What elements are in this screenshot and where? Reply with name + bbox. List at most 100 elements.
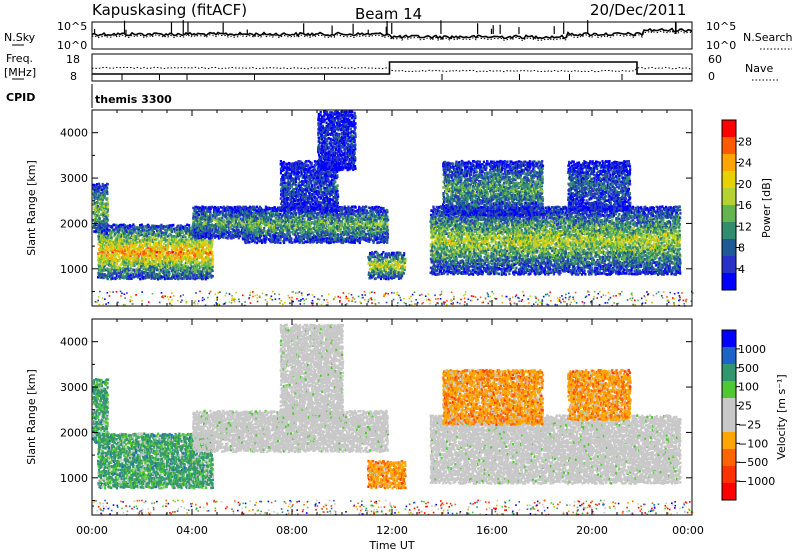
heat-cell — [118, 231, 120, 234]
heat-cell — [228, 206, 230, 209]
heat-cell — [106, 232, 108, 235]
heat-cell — [253, 219, 255, 222]
beam-title: Beam 14 — [355, 5, 422, 23]
heat-cell — [165, 239, 167, 242]
heat-cell — [387, 233, 389, 236]
heat-cell — [107, 183, 109, 186]
heat-cell — [279, 242, 281, 245]
station-title: Kapuskasing (fitACF) — [92, 1, 247, 19]
heat-cell — [184, 236, 186, 239]
heat-cell — [211, 251, 213, 254]
noise-right-label: N.Search — [743, 31, 793, 44]
heat-cell — [118, 256, 120, 259]
heat-cell — [212, 255, 214, 258]
freq-right-tick-top: 60 — [708, 53, 722, 66]
heat-cell — [164, 236, 166, 239]
heat-cell — [303, 227, 305, 230]
heat-cell — [172, 224, 174, 227]
heat-cell — [286, 193, 288, 196]
heat-cell — [216, 214, 218, 217]
heat-cell — [301, 220, 303, 223]
heat-cell — [211, 245, 213, 248]
heat-cell — [99, 253, 101, 256]
heat-cell — [186, 224, 188, 227]
heat-cell — [168, 237, 170, 240]
heat-cell — [127, 265, 129, 268]
heat-cell — [194, 245, 196, 248]
heat-cell — [266, 237, 268, 240]
heat-cell — [283, 165, 285, 168]
heat-cell — [142, 225, 144, 228]
noise-right-tick-top: 10^5 — [706, 20, 736, 33]
heat-cell — [337, 234, 339, 237]
heat-cell — [163, 250, 165, 253]
heat-cell — [140, 265, 142, 268]
heat-cell — [211, 232, 213, 235]
heat-cell — [124, 224, 126, 227]
heat-cell — [304, 218, 306, 221]
heat-cell — [201, 228, 203, 231]
heat-cell — [280, 172, 282, 175]
cpid-panel: CPID themis 3300 — [6, 84, 172, 108]
heat-cell — [96, 201, 98, 204]
heat-cell — [253, 211, 255, 214]
heat-cell — [106, 217, 108, 220]
heat-cell — [133, 225, 135, 228]
noise-left-tick-top: 10^5 — [57, 20, 87, 33]
heat-cell — [157, 237, 159, 240]
heat-cell — [107, 200, 109, 203]
heat-cell — [177, 257, 179, 260]
heat-cell — [382, 216, 384, 219]
heat-cell — [161, 276, 163, 279]
heat-cell — [107, 214, 109, 217]
heat-cell — [190, 256, 192, 259]
heat-cell — [386, 215, 388, 218]
heat-cell — [195, 216, 197, 219]
heat-cell — [277, 227, 279, 230]
freq-label-1: Freq. — [6, 52, 33, 65]
freq-right-tick-bottom: 0 — [708, 70, 715, 83]
heat-cell — [221, 216, 223, 219]
heat-cell — [159, 251, 161, 254]
heat-cell — [99, 185, 101, 188]
heat-cell — [207, 234, 209, 237]
heat-cell — [264, 241, 266, 244]
heat-cell — [212, 218, 214, 221]
heat-cell — [206, 239, 208, 242]
heat-cell — [379, 234, 381, 237]
heat-cell — [161, 246, 163, 249]
freq-right-label: Nave — [745, 62, 773, 75]
cpid-value: themis 3300 — [95, 93, 172, 106]
heat-cell — [160, 229, 162, 232]
freq-ticks — [122, 74, 622, 80]
heat-cell — [212, 275, 214, 278]
heat-cell — [297, 225, 299, 228]
heat-cell — [185, 265, 187, 268]
heat-cell — [302, 217, 304, 220]
heat-cell — [106, 191, 108, 194]
heat-cell — [382, 207, 384, 210]
heat-cell — [378, 206, 380, 209]
heat-cell — [269, 233, 271, 236]
heat-cell — [99, 217, 101, 220]
heat-cell — [171, 257, 173, 260]
heat-cell — [149, 261, 151, 264]
heat-cell — [254, 241, 256, 244]
heat-cell — [163, 243, 165, 246]
heat-cell — [354, 241, 356, 244]
heat-cell — [192, 207, 194, 210]
heat-cell — [238, 228, 240, 231]
heat-cell — [102, 199, 104, 202]
noise-panel: N.Sky 10^5 10^0 10^5 10^0 N.Search — [4, 20, 793, 52]
heat-cell — [165, 232, 167, 235]
heat-cell — [107, 278, 109, 281]
heat-cell — [386, 223, 388, 226]
heat-cell — [112, 277, 114, 280]
heat-cell — [248, 241, 250, 244]
heat-cell — [129, 258, 131, 261]
power-data — [92, 110, 694, 306]
heat-cell — [101, 230, 103, 233]
heat-cell — [284, 209, 286, 212]
heat-cell — [287, 210, 289, 213]
heat-cell — [271, 223, 273, 226]
